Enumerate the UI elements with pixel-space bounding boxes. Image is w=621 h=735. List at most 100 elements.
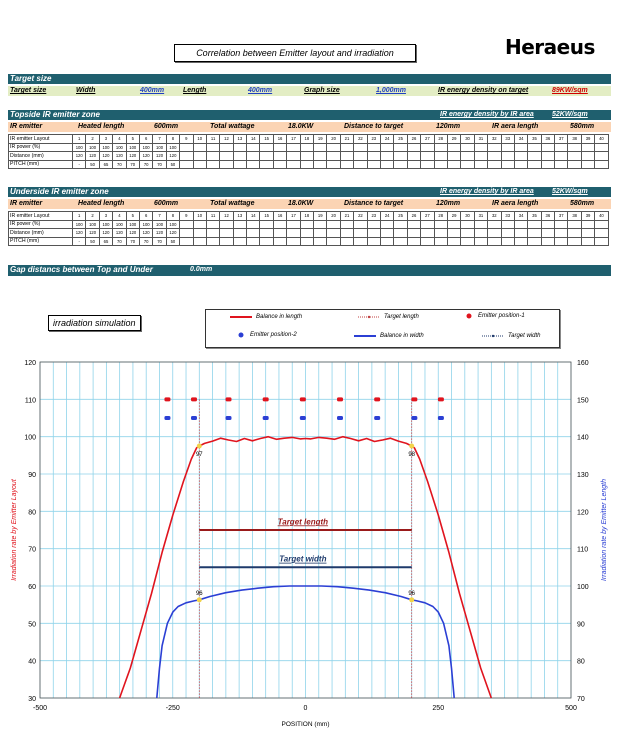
- topside-cell[interactable]: [567, 151, 582, 161]
- topside-cell[interactable]: [286, 151, 301, 161]
- underside-cell[interactable]: [299, 219, 315, 229]
- topside-cell[interactable]: [246, 142, 261, 152]
- topside-cell[interactable]: [473, 151, 489, 161]
- underside-cell[interactable]: [540, 219, 556, 229]
- topside-cell[interactable]: [353, 151, 368, 161]
- topside-cell[interactable]: 100: [165, 142, 181, 152]
- underside-cell[interactable]: [326, 219, 341, 229]
- topside-cell[interactable]: [393, 151, 408, 161]
- underside-cell[interactable]: [487, 228, 502, 238]
- underside-cell[interactable]: [339, 236, 355, 246]
- underside-cell[interactable]: [567, 228, 582, 238]
- underside-cell[interactable]: 120: [112, 228, 127, 238]
- underside-cell[interactable]: [339, 219, 355, 229]
- topside-cell[interactable]: [326, 151, 341, 161]
- underside-cell[interactable]: [527, 228, 542, 238]
- underside-cell[interactable]: [446, 236, 462, 246]
- underside-cell[interactable]: 100: [85, 219, 100, 229]
- topside-cell[interactable]: 100: [71, 142, 87, 152]
- underside-cell[interactable]: [580, 236, 596, 246]
- topside-cell[interactable]: [487, 159, 502, 169]
- topside-cell[interactable]: 120: [71, 151, 87, 161]
- underside-cell[interactable]: [500, 228, 515, 238]
- topside-cell[interactable]: [527, 159, 542, 169]
- topside-cell[interactable]: [259, 159, 274, 169]
- topside-cell[interactable]: [473, 159, 489, 169]
- underside-cell[interactable]: [192, 219, 207, 229]
- topside-cell[interactable]: [580, 142, 596, 152]
- topside-cell[interactable]: [500, 151, 515, 161]
- topside-cell[interactable]: [513, 151, 529, 161]
- underside-cell[interactable]: [259, 236, 274, 246]
- length-value[interactable]: 400mm: [248, 87, 273, 94]
- underside-cell[interactable]: 70: [125, 236, 140, 246]
- underside-cell[interactable]: 70: [112, 236, 127, 246]
- underside-cell[interactable]: [594, 219, 609, 229]
- underside-cell[interactable]: [433, 228, 448, 238]
- topside-cell[interactable]: [379, 159, 395, 169]
- topside-cell[interactable]: [339, 159, 355, 169]
- topside-cell[interactable]: [460, 151, 475, 161]
- underside-cell[interactable]: [272, 228, 288, 238]
- underside-cell[interactable]: [420, 236, 435, 246]
- topside-cell[interactable]: [527, 142, 542, 152]
- topside-cell[interactable]: [500, 159, 515, 169]
- underside-cell[interactable]: [353, 219, 368, 229]
- underside-cell[interactable]: [326, 228, 341, 238]
- underside-cell[interactable]: [179, 219, 194, 229]
- width-value[interactable]: 400mm: [140, 87, 165, 94]
- underside-cell[interactable]: [406, 228, 422, 238]
- underside-cell[interactable]: [420, 228, 435, 238]
- topside-cell[interactable]: [313, 142, 328, 152]
- topside-cell[interactable]: [219, 159, 234, 169]
- underside-cell[interactable]: 100: [112, 219, 127, 229]
- topside-cell[interactable]: -: [71, 159, 87, 169]
- topside-cell[interactable]: [487, 142, 502, 152]
- topside-cell[interactable]: 100: [138, 142, 154, 152]
- topside-cell[interactable]: [446, 142, 462, 152]
- underside-cell[interactable]: 100: [138, 219, 154, 229]
- underside-cell[interactable]: [366, 219, 381, 229]
- underside-cell[interactable]: [406, 236, 422, 246]
- underside-cell[interactable]: [487, 236, 502, 246]
- underside-cell[interactable]: [232, 219, 248, 229]
- topside-cell[interactable]: [232, 159, 248, 169]
- topside-cell[interactable]: [192, 142, 207, 152]
- underside-cell[interactable]: [567, 219, 582, 229]
- underside-cell[interactable]: [500, 236, 515, 246]
- topside-cell[interactable]: [540, 142, 556, 152]
- topside-cell[interactable]: 50: [85, 159, 100, 169]
- underside-cell[interactable]: [353, 236, 368, 246]
- topside-cell[interactable]: [554, 142, 569, 152]
- underside-cell[interactable]: [353, 228, 368, 238]
- topside-cell[interactable]: [406, 142, 422, 152]
- underside-cell[interactable]: [299, 236, 315, 246]
- underside-cell[interactable]: [219, 219, 234, 229]
- underside-cell[interactable]: 120: [138, 228, 154, 238]
- underside-cell[interactable]: 100: [152, 219, 167, 229]
- underside-cell[interactable]: [554, 219, 569, 229]
- topside-cell[interactable]: [594, 159, 609, 169]
- underside-cell[interactable]: [540, 236, 556, 246]
- topside-cell[interactable]: [406, 151, 422, 161]
- underside-cell[interactable]: [299, 228, 315, 238]
- topside-cell[interactable]: [420, 159, 435, 169]
- topside-cell[interactable]: [460, 159, 475, 169]
- topside-cell[interactable]: [246, 151, 261, 161]
- underside-cell[interactable]: -: [71, 236, 87, 246]
- underside-cell[interactable]: [487, 219, 502, 229]
- topside-cell[interactable]: [393, 142, 408, 152]
- underside-cell[interactable]: [272, 219, 288, 229]
- topside-cell[interactable]: [473, 142, 489, 152]
- topside-cell[interactable]: [393, 159, 408, 169]
- underside-cell[interactable]: 100: [98, 219, 114, 229]
- underside-cell[interactable]: [513, 219, 529, 229]
- underside-cell[interactable]: [379, 219, 395, 229]
- topside-cell[interactable]: [406, 159, 422, 169]
- topside-cell[interactable]: [513, 159, 529, 169]
- underside-cell[interactable]: [540, 228, 556, 238]
- topside-cell[interactable]: [205, 142, 221, 152]
- underside-cell[interactable]: [473, 236, 489, 246]
- underside-cell[interactable]: [192, 228, 207, 238]
- underside-cell[interactable]: [393, 228, 408, 238]
